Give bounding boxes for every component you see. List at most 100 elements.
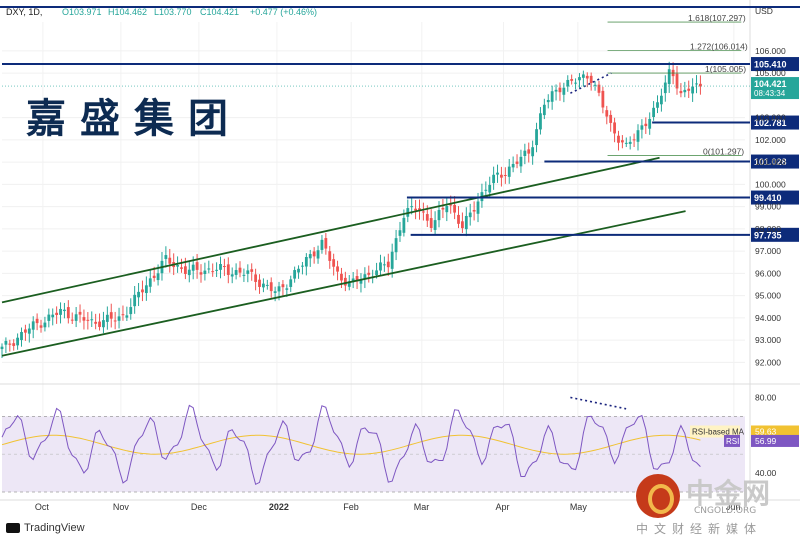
candle-body — [699, 83, 702, 87]
candle-body — [519, 156, 523, 167]
candle-body — [304, 257, 308, 267]
candle-body — [24, 329, 27, 333]
candle-body — [375, 270, 378, 276]
candle-body — [531, 147, 535, 157]
candle-body — [152, 275, 156, 278]
price-tick-label: 94.000 — [755, 313, 781, 323]
candle-body — [507, 166, 511, 177]
candle-body — [320, 239, 324, 250]
candle-body — [211, 271, 215, 273]
candle-body — [117, 316, 121, 321]
candle-body — [523, 150, 527, 156]
last-price-countdown: 08:43:34 — [754, 89, 786, 98]
candle-body — [472, 209, 476, 212]
candle-body — [382, 264, 386, 266]
candles — [0, 61, 702, 358]
candle-body — [39, 325, 43, 328]
candle-body — [421, 211, 425, 213]
candle-body — [585, 75, 589, 79]
candle-body — [570, 79, 574, 81]
candle-body — [410, 206, 414, 208]
candle-body — [527, 149, 531, 154]
candle-body — [425, 214, 429, 221]
candle-body — [437, 209, 441, 221]
candle-body — [679, 90, 683, 94]
level-label: 105.410 — [754, 60, 787, 70]
candle-body — [453, 204, 457, 213]
rsi-ma-label-box — [690, 425, 740, 438]
candle-body — [109, 312, 113, 319]
rsi-line — [1, 404, 701, 486]
cngold-url: CNGOLD.ORG — [694, 506, 757, 516]
candle-body — [277, 286, 281, 292]
candle-body — [418, 208, 421, 211]
candle-body — [503, 175, 507, 177]
level-label: 102.781 — [754, 118, 787, 128]
candle-body — [687, 88, 691, 91]
candle-body — [250, 269, 254, 272]
rsi-ma-label: RSI-based MA — [692, 427, 745, 436]
candle-body — [558, 87, 562, 93]
level-label-box — [751, 115, 799, 130]
candle-body — [285, 288, 289, 290]
time-axis-label: Apr — [496, 502, 510, 512]
candle-body — [515, 161, 519, 164]
candle-body — [429, 218, 433, 228]
candle-body — [461, 221, 464, 229]
tradingview-logo-icon — [6, 523, 20, 533]
candle-body — [492, 174, 496, 184]
candle-body — [667, 69, 671, 85]
candle-body — [589, 75, 593, 84]
time-axis-label: Oct — [35, 502, 50, 512]
candle-body — [648, 118, 652, 129]
candle-body — [605, 110, 609, 117]
candle-body — [539, 113, 542, 130]
candle-body — [601, 90, 605, 108]
rsi-value: 56.99 — [755, 436, 777, 446]
price-tick-label: 96.000 — [755, 268, 781, 278]
candle-body — [652, 107, 655, 117]
candle-body — [199, 272, 203, 275]
candle-body — [70, 319, 74, 321]
candle-body — [20, 331, 23, 341]
candle-body — [207, 268, 211, 270]
candle-body — [16, 337, 20, 346]
level-label: 97.735 — [754, 230, 782, 240]
candle-body — [203, 270, 207, 275]
candle-body — [351, 278, 355, 283]
candle-body — [262, 283, 265, 288]
fib-label: 1.618(107.297) — [688, 13, 746, 23]
candle-body — [246, 270, 250, 274]
level-label: 101.028 — [754, 157, 787, 167]
price-tick-label: 93.000 — [755, 335, 781, 345]
candle-body — [597, 84, 601, 93]
ohlc-close: C104.421 — [200, 7, 239, 17]
candle-body — [269, 282, 273, 292]
time-axis-label: May — [570, 502, 588, 512]
candle-body — [43, 322, 47, 328]
price-axis-unit: USD — [755, 6, 773, 16]
candle-body — [98, 321, 101, 327]
candle-body — [191, 264, 195, 271]
ohlc-low: L103.770 — [154, 7, 192, 17]
candle-body — [660, 95, 663, 105]
candle-body — [183, 266, 187, 274]
candle-body — [66, 307, 70, 319]
candle-body — [636, 130, 640, 142]
channel-line-upper — [1, 156, 660, 304]
candle-body — [238, 267, 242, 273]
time-axis-label: Nov — [113, 502, 130, 512]
last-price-label: 104.421 — [754, 79, 787, 89]
cngold-mark-icon — [636, 474, 680, 518]
candle-body — [113, 320, 117, 322]
rsi-value-box — [751, 434, 799, 447]
candle-body — [176, 265, 179, 267]
time-axis-label: Jun — [726, 502, 741, 512]
ohlc-open: O103.971 — [62, 7, 102, 17]
level-label-box — [751, 227, 799, 242]
candle-body — [265, 284, 269, 286]
candle-body — [281, 284, 285, 288]
candle-body — [144, 285, 148, 294]
candle-body — [578, 77, 581, 81]
